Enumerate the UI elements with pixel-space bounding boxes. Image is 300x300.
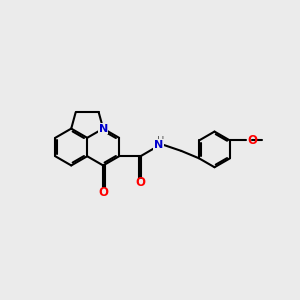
Text: O: O xyxy=(136,176,146,190)
Text: O: O xyxy=(98,186,108,199)
Text: O: O xyxy=(248,134,257,147)
Text: N: N xyxy=(98,124,108,134)
Text: H: H xyxy=(157,136,164,146)
Text: N: N xyxy=(154,140,163,150)
